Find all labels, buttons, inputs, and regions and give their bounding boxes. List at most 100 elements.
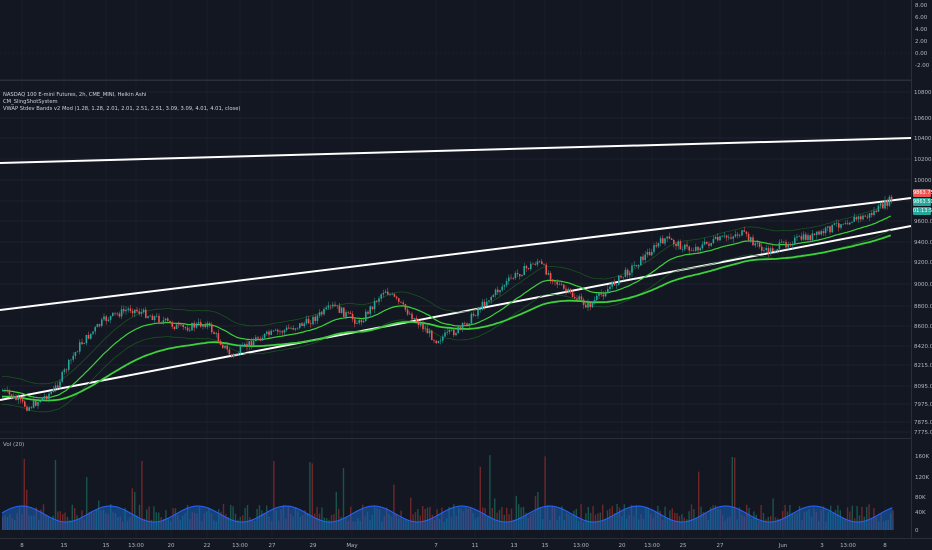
time-tick-label: 15 [103,543,110,549]
candle-body [615,284,618,286]
candle-body [587,302,589,308]
candle-body [285,327,288,331]
volume-bar [587,506,589,530]
candle-body [534,263,536,265]
time-tick-label: 27 [269,543,276,549]
candle-body [191,322,193,331]
candle-body [48,393,50,399]
time-tick-label: 22 [204,543,211,549]
candle-body [578,296,580,300]
candle-body [679,241,682,250]
candle-body [560,284,563,285]
candle-body [162,320,165,323]
volume-bar [23,458,25,530]
candle-body [882,203,884,209]
candle-body [255,337,257,342]
oscillator-tick-label: 6.00 [915,15,928,21]
candle-body [857,216,860,220]
volume-bar [734,457,736,530]
indicator-legend-slingshot[interactable]: CM_SlingShotSystem [3,99,58,105]
candle-body [314,316,316,321]
candle-body [530,263,532,269]
candle-body [655,245,657,247]
candle-body [415,318,418,322]
candle-body [710,243,712,246]
oscillator-tick-label: 0.00 [915,51,928,57]
time-tick-label: May [346,543,358,549]
candle-body [538,261,541,263]
candle-body [884,200,886,209]
candle-body [503,285,506,287]
candle-body [888,196,891,206]
price-tick-label: 9400.00 [914,240,932,246]
candle-body [640,256,642,266]
candle-body [257,337,259,339]
volume-legend[interactable]: Vol (20) [3,442,25,448]
candle-body [618,275,620,285]
price-tick-label: 8800.00 [914,304,932,310]
price-tick-label: 8600.00 [914,324,932,330]
symbol-legend[interactable]: NASDAQ 100 E-mini Futures, 2h, CME_MINI,… [3,92,147,98]
candle-body [708,243,710,246]
candle-body [466,323,468,326]
candle-body [644,254,646,260]
candle-body [844,223,847,225]
candle-body [424,328,426,330]
candle-body [222,344,224,348]
candle-body [523,265,525,276]
candle-body [4,390,6,391]
candle-body [325,307,327,309]
candle-body [105,316,107,321]
candle-body [277,329,279,332]
candle-body [723,235,726,237]
candle-body [802,234,805,240]
candle-body [310,323,312,325]
candle-body [486,301,488,307]
candle-body [123,309,125,312]
candle-body [868,213,871,218]
oscillator-tick-label: 8.00 [915,3,928,9]
candle-body [714,236,717,240]
candle-body [827,226,829,228]
volume-bar [414,512,417,530]
candle-body [818,231,820,235]
candle-body [569,288,572,293]
candle-body [798,236,800,237]
grid-lines [0,91,911,433]
volume-bar [342,468,345,530]
candle-body [598,292,600,296]
volume-bar [501,507,503,530]
candle-body [761,246,763,251]
candle-body [444,332,446,337]
volume-ma-area [2,506,893,530]
candle-body [116,313,118,315]
candle-body [450,329,453,331]
candle-body [604,293,607,297]
candle-body [541,261,543,265]
candle-body [681,249,684,250]
candle-body [890,196,893,201]
candle-body [582,299,585,305]
candle-body [215,333,217,334]
volume-bar [479,466,481,530]
candle-body [167,318,169,321]
candle-body [101,319,103,326]
volume-bar [86,477,88,530]
candle-body [860,216,862,220]
volume-bar [602,504,604,530]
candle-body [468,323,470,326]
candle-body [175,324,178,330]
indicator-legend-vwap[interactable]: VWAP Stdev Bands v2 Mod (1.28, 1.28, 2.0… [3,106,241,112]
candle-body [252,341,255,347]
candle-body [510,277,512,279]
candle-body [299,323,301,328]
candle-body [497,289,499,293]
candle-body [807,235,809,240]
candle-body [545,264,547,275]
candle-body [446,331,448,333]
candle-body [862,215,864,220]
candle-body [411,313,413,320]
candle-body [501,286,503,291]
